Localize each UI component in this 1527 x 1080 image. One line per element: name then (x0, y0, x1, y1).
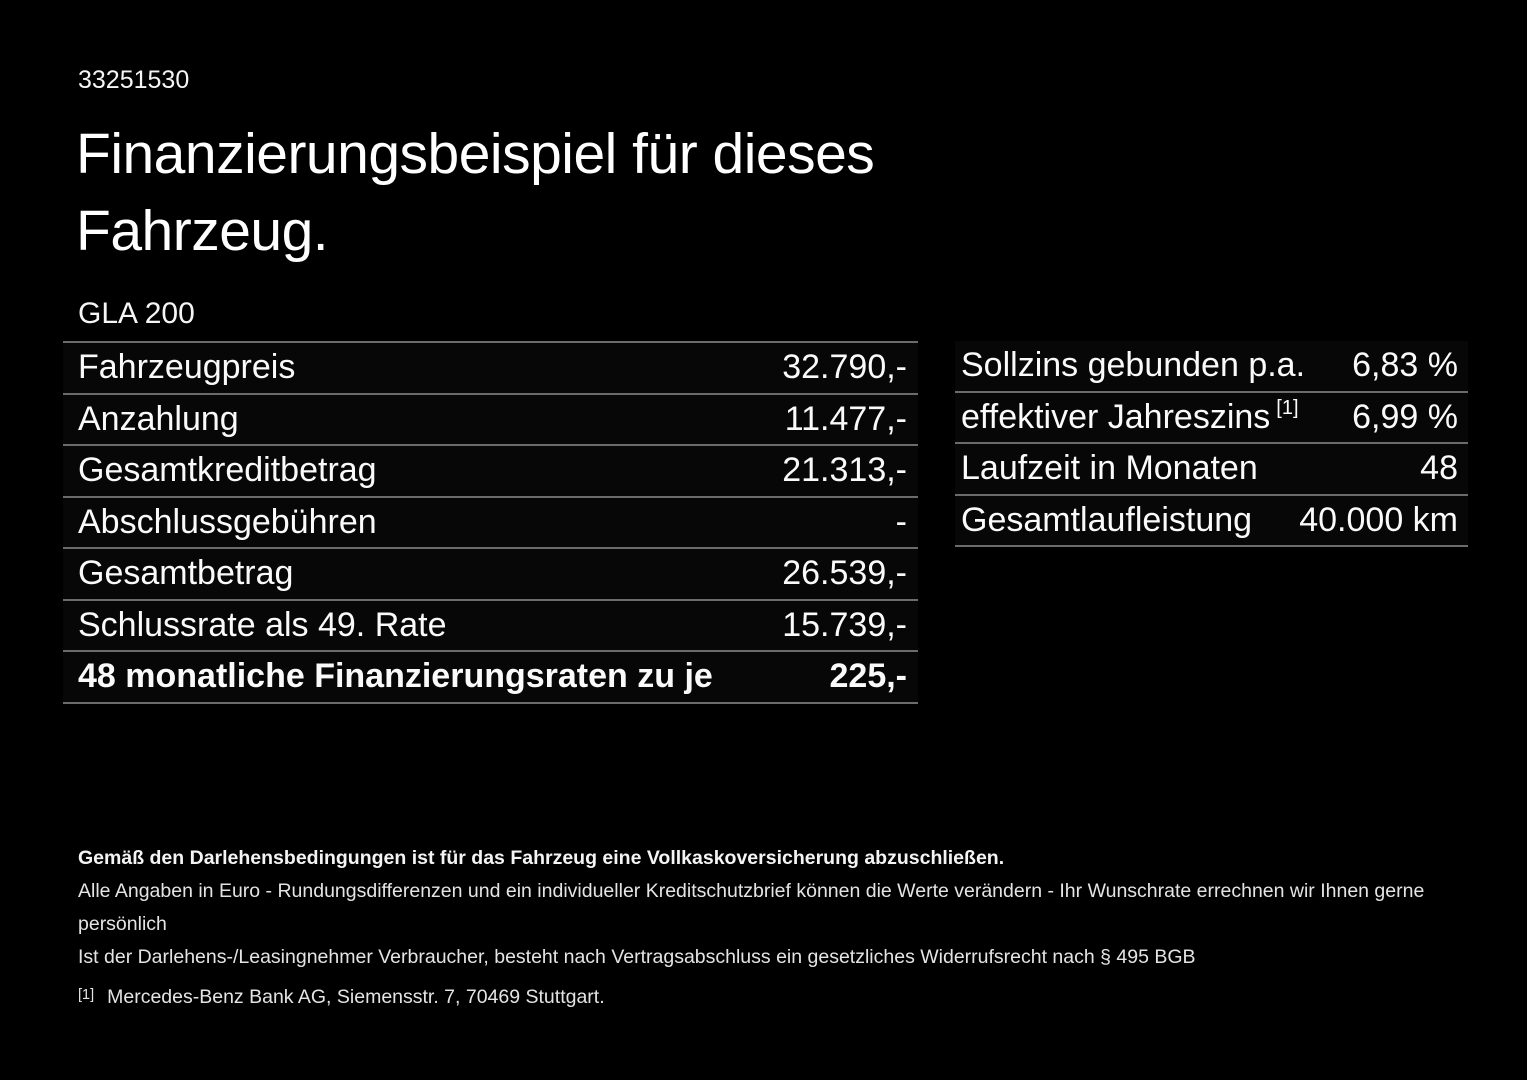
row-label: Schlussrate als 49. Rate (78, 605, 447, 644)
table-row: effektiver Jahreszins [1] 6,99 % (955, 392, 1468, 444)
row-value: 6,99 % (1352, 397, 1458, 436)
table-row: Gesamtbetrag 26.539,- (63, 549, 918, 601)
page-title: Finanzierungsbeispiel für dieses Fahrzeug… (76, 116, 875, 270)
row-value: 11.477,- (784, 399, 907, 438)
row-label: Gesamtlaufleistung (961, 500, 1253, 539)
row-value: 40.000 km (1299, 500, 1458, 539)
row-label: Gesamtkreditbetrag (78, 451, 377, 490)
source-text: Mercedes-Benz Bank AG, Siemensstr. 7, 70… (107, 986, 605, 1008)
conditions-table: Sollzins gebunden p.a. 6,83 % effektiver J… (955, 341, 1468, 547)
row-label: Gesamtbetrag (78, 554, 294, 593)
row-label: Anzahlung (78, 399, 239, 438)
disclaimer-line1: Alle Angaben in Euro - Rundungsdifferenz… (78, 880, 1425, 935)
row-label: 48 monatliche Finanzierungsraten zu je (78, 657, 713, 696)
row-value: 6,83 % (1352, 346, 1458, 385)
row-label: Fahrzeugpreis (78, 348, 296, 387)
source-line: [1] Mercedes-Benz Bank AG, Siemensstr. 7,… (78, 979, 1458, 1014)
footnotes-section: Gemäß den Darlehensbedingungen ist für d… (78, 842, 1458, 1014)
row-value: 225,- (829, 657, 908, 696)
finance-table: Fahrzeugpreis 32.790,- Anzahlung 11.477,- Ge… (63, 341, 918, 704)
row-label: Abschlussgebühren (78, 502, 377, 541)
table-row: Fahrzeugpreis 32.790,- (63, 343, 918, 395)
page-title-line1: Finanzierungsbeispiel für dieses (76, 122, 875, 186)
table-row: Sollzins gebunden p.a. 6,83 % (955, 341, 1468, 393)
table-row: Abschlussgebühren - (63, 497, 918, 549)
row-label: Sollzins gebunden p.a. (961, 346, 1306, 385)
footnote-reference: [1] (1276, 397, 1299, 420)
row-label: Laufzeit in Monaten (961, 449, 1258, 488)
footnote-marker: [1] (78, 987, 95, 1003)
table-row: Laufzeit in Monaten 48 (955, 444, 1468, 496)
row-value: 26.539,- (782, 554, 907, 593)
row-value: 15.739,- (782, 605, 907, 644)
table-row: Gesamtlaufleistung 40.000 km (955, 495, 1468, 547)
table-row: Gesamtkreditbetrag 21.313,- (63, 446, 918, 498)
table-row: Schlussrate als 49. Rate 15.739,- (63, 600, 918, 652)
row-label: effektiver Jahreszins [1] (961, 397, 1299, 437)
disclaimer-line2: Ist der Darlehens-/Leasingnehmer Verbrau… (78, 946, 1196, 968)
row-value: 48 (1420, 449, 1458, 488)
table-row: 48 monatliche Finanzierungsraten zu je 22… (63, 652, 918, 704)
row-value: 21.313,- (782, 451, 907, 490)
row-value: 32.790,- (782, 348, 907, 387)
insurance-note: Gemäß den Darlehensbedingungen ist für d… (78, 847, 1005, 869)
table-row: Anzahlung 11.477,- (63, 394, 918, 446)
document-id: 33251530 (78, 66, 190, 94)
vehicle-model-label: GLA 200 (78, 297, 195, 330)
row-value: - (895, 502, 907, 541)
page-title-line2: Fahrzeug. (76, 199, 329, 263)
